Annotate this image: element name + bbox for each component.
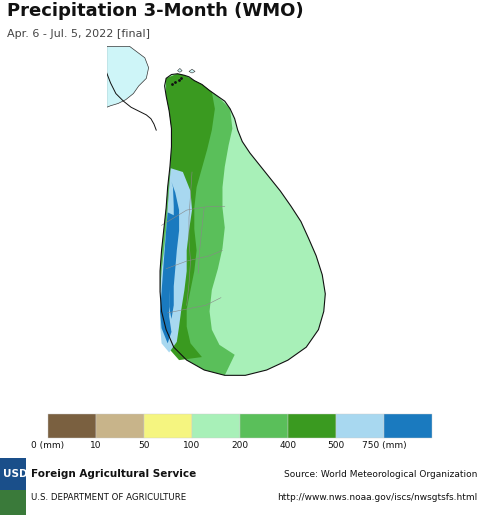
Polygon shape [189,69,195,73]
Text: 10: 10 [90,441,102,450]
Bar [192,414,240,438]
Text: Precipitation 3-Month (WMO): Precipitation 3-Month (WMO) [7,3,304,20]
Bar [336,414,384,438]
Text: Apr. 6 - Jul. 5, 2022 [final]: Apr. 6 - Jul. 5, 2022 [final] [7,29,150,39]
Bar [0,458,26,515]
Bar [240,414,288,438]
Polygon shape [160,74,325,375]
Text: 100: 100 [183,441,201,450]
Polygon shape [107,46,149,107]
Text: 750 (mm): 750 (mm) [362,441,406,450]
Polygon shape [178,68,182,72]
Polygon shape [160,168,192,352]
Text: 0 (mm): 0 (mm) [31,441,65,450]
Bar [384,414,432,438]
Text: Source: World Meteorological Organization: Source: World Meteorological Organizatio… [284,470,478,478]
Bar [96,414,144,438]
Text: 200: 200 [231,441,249,450]
Text: 50: 50 [138,441,150,450]
Text: 500: 500 [327,441,345,450]
Bar [288,414,336,438]
Polygon shape [169,182,179,319]
Text: http://www.nws.noaa.gov/iscs/nwsgtsfs.html: http://www.nws.noaa.gov/iscs/nwsgtsfs.ht… [277,493,478,503]
Bar [0,489,26,515]
Text: U.S. DEPARTMENT OF AGRICULTURE: U.S. DEPARTMENT OF AGRICULTURE [31,493,186,503]
Text: 400: 400 [279,441,297,450]
Polygon shape [160,74,215,360]
Polygon shape [160,74,235,375]
Bar [48,414,96,438]
Text: Foreign Agricultural Service: Foreign Agricultural Service [31,469,196,478]
Text: USDA: USDA [3,469,36,478]
Polygon shape [160,212,181,344]
Polygon shape [169,172,189,332]
Bar [144,414,192,438]
